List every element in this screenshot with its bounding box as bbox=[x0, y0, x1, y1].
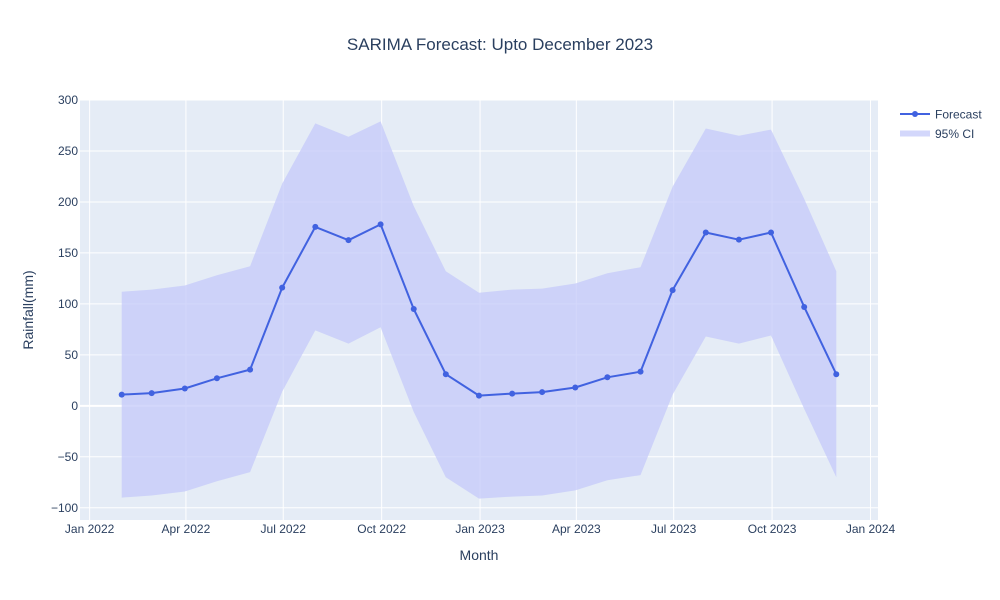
forecast-point bbox=[247, 366, 254, 373]
forecast-point bbox=[312, 223, 319, 230]
y-tick-label: 150 bbox=[58, 246, 78, 260]
y-tick-label: −50 bbox=[58, 450, 79, 464]
forecast-point bbox=[118, 391, 125, 398]
legend-ci-swatch bbox=[900, 130, 930, 137]
x-axis-ticks: Jan 2022 Apr 2022 Jul 2022 Oct 2022 Jan 2023… bbox=[65, 522, 896, 536]
confidence-band bbox=[121, 121, 837, 499]
forecast-point bbox=[801, 303, 808, 310]
x-tick-label: Apr 2023 bbox=[552, 522, 601, 536]
y-axis-label: Rainfall(mm) bbox=[20, 270, 36, 349]
x-tick-label: Jan 2024 bbox=[846, 522, 896, 536]
y-tick-label: 200 bbox=[58, 195, 78, 209]
y-tick-label: 300 bbox=[58, 93, 78, 107]
y-tick-label: 50 bbox=[65, 348, 79, 362]
forecast-point bbox=[604, 374, 611, 381]
forecast-point bbox=[345, 237, 352, 244]
x-tick-label: Jul 2023 bbox=[651, 522, 697, 536]
legend-ci-label: 95% CI bbox=[935, 127, 974, 141]
legend-item-ci[interactable]: 95% CI bbox=[900, 127, 974, 141]
x-tick-label: Jul 2022 bbox=[261, 522, 307, 536]
forecast-point bbox=[279, 284, 286, 291]
forecast-point bbox=[539, 389, 546, 396]
forecast-point bbox=[637, 368, 644, 375]
forecast-point bbox=[768, 229, 775, 236]
x-axis-label: Month bbox=[460, 547, 499, 563]
x-tick-label: Oct 2023 bbox=[748, 522, 797, 536]
y-tick-label: 0 bbox=[71, 399, 78, 413]
forecast-point bbox=[572, 384, 579, 391]
x-tick-label: Apr 2022 bbox=[162, 522, 211, 536]
y-tick-label: 100 bbox=[58, 297, 78, 311]
y-tick-label: −100 bbox=[51, 501, 78, 515]
forecast-point bbox=[833, 371, 840, 378]
forecast-points-layer bbox=[118, 221, 840, 399]
legend[interactable]: Forecast 95% CI bbox=[900, 108, 982, 142]
forecast-point bbox=[148, 390, 155, 397]
forecast-point bbox=[213, 375, 220, 382]
x-tick-label: Jan 2023 bbox=[455, 522, 505, 536]
forecast-point bbox=[181, 385, 188, 392]
confidence-band-layer bbox=[121, 121, 837, 499]
forecast-point bbox=[702, 229, 709, 236]
forecast-point bbox=[509, 390, 516, 397]
legend-item-forecast[interactable]: Forecast bbox=[900, 108, 982, 122]
legend-forecast-swatch-marker bbox=[912, 111, 918, 117]
forecast-point bbox=[735, 236, 742, 243]
forecast-point bbox=[476, 392, 482, 399]
forecast-point bbox=[410, 305, 417, 312]
forecast-point bbox=[442, 371, 449, 378]
forecast-point bbox=[669, 287, 676, 294]
legend-forecast-label: Forecast bbox=[935, 108, 982, 122]
chart-title: SARIMA Forecast: Upto December 2023 bbox=[347, 35, 653, 54]
y-axis-ticks: 300 250 200 150 100 50 0 −50 −100 bbox=[51, 93, 78, 515]
x-tick-label: Oct 2022 bbox=[357, 522, 406, 536]
forecast-point bbox=[377, 221, 384, 228]
y-tick-label: 250 bbox=[58, 144, 78, 158]
x-tick-label: Jan 2022 bbox=[65, 522, 115, 536]
